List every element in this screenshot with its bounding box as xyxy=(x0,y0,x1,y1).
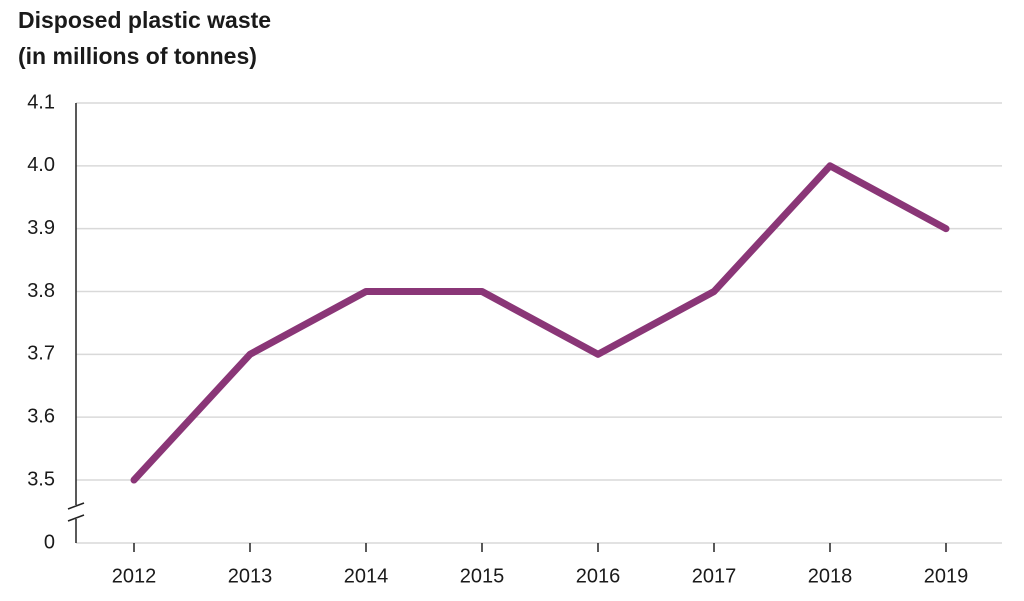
x-tick-label: 2019 xyxy=(924,565,969,587)
y-tick-label: 3.8 xyxy=(27,280,55,302)
chart-title: Disposed plastic waste xyxy=(18,7,271,33)
y-tick-label: 3.6 xyxy=(27,405,55,427)
chart-subtitle: (in millions of tonnes) xyxy=(18,43,257,69)
x-tick-label: 2017 xyxy=(692,565,737,587)
x-tick-label: 2014 xyxy=(344,565,389,587)
x-tick-label: 2018 xyxy=(808,565,853,587)
y-tick-label: 3.7 xyxy=(27,343,55,365)
x-tick-label: 2015 xyxy=(460,565,505,587)
axis-break xyxy=(67,502,85,510)
x-tick-label: 2012 xyxy=(112,565,157,587)
x-tick-label: 2016 xyxy=(576,565,621,587)
y-tick-label: 0 xyxy=(44,531,55,553)
x-tick-label: 2013 xyxy=(228,565,273,587)
y-tick-label: 3.9 xyxy=(27,217,55,239)
y-tick-label: 4.1 xyxy=(27,91,55,113)
data-line xyxy=(130,162,950,484)
y-tick-label: 4.0 xyxy=(27,154,55,176)
axis-break xyxy=(67,514,85,522)
y-tick-label: 3.5 xyxy=(27,468,55,490)
